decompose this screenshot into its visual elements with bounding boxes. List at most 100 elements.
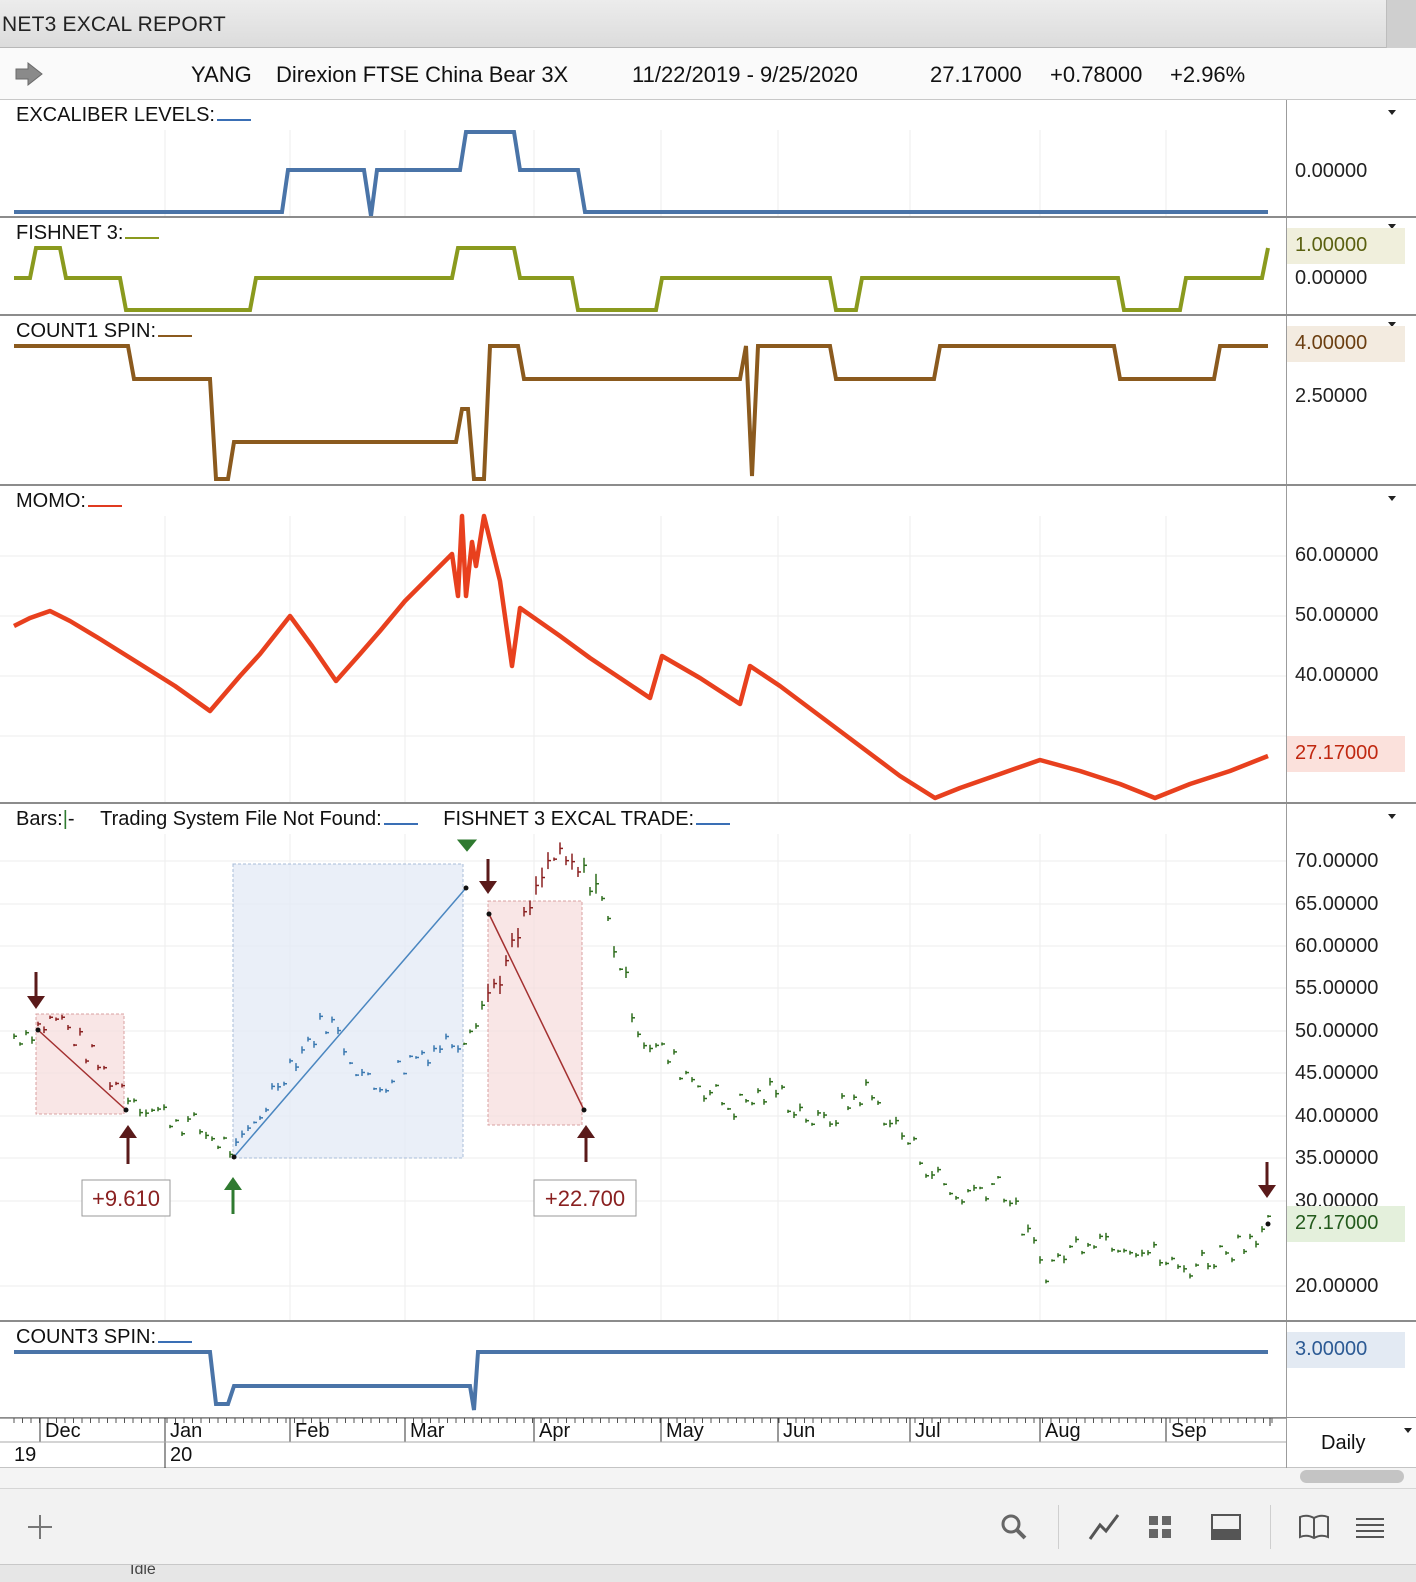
sell-arrow-icon [1258,1162,1276,1198]
count1-scale[interactable]: 4.00000 2.50000 [1286,316,1416,484]
month-label: Sep [1171,1420,1207,1442]
last-price: 27.17000 [930,62,1022,87]
count1-spin-pane[interactable]: COUNT1 SPIN: 4.00000 2.50000 [0,316,1416,486]
excaliber-label: EXCALIBER LEVELS: [16,104,251,127]
scale-tick: 60.00000 [1295,544,1379,566]
fishnet-line [14,246,1270,312]
momo-plot [0,513,1286,802]
month-label: Jul [915,1420,941,1442]
horizontal-scrollbar[interactable] [0,1468,1416,1488]
sell-arrow-icon [27,972,45,1009]
count1-plot [14,344,1268,481]
momo-line [12,513,1269,801]
window-edge [1386,0,1416,48]
trade-line-long [233,887,467,1158]
pane-menu-icon[interactable] [1388,224,1396,229]
sell-arrow-icon [479,859,497,894]
scale-tick: 40.00000 [1295,664,1379,686]
buy-arrow-icon [224,1177,242,1214]
forward-arrow-icon[interactable] [14,62,44,86]
period-label: Daily [1321,1432,1366,1454]
excaliber-line [14,130,1268,216]
scale-tick: 35.00000 [1295,1147,1379,1169]
pane-menu-icon[interactable] [1388,814,1396,819]
fishnet-pane[interactable]: FISHNET 3: 1.00000 0.00000 [0,218,1416,316]
trade-dot [231,1154,237,1160]
cover-arrow-icon [577,1125,595,1162]
trade-dot [123,1107,129,1113]
scale-tick: 55.00000 [1295,977,1379,999]
line-chart-icon[interactable] [1084,1507,1124,1547]
fishnet-value-tag: 1.00000 [1287,228,1405,264]
period-selector[interactable]: Daily [1286,1418,1416,1468]
pane-menu-icon[interactable] [1388,322,1396,327]
add-icon[interactable] [20,1507,60,1547]
symbol-ticker: YANG [191,62,252,87]
scale-tick: 40.00000 [1295,1105,1379,1127]
status-bar: Idle [0,1564,1416,1582]
count3-line [14,1350,1268,1411]
year-label: 20 [170,1444,193,1466]
period-dropdown-icon[interactable] [1404,1428,1412,1433]
count3-spin-pane[interactable]: COUNT3 SPIN: 3.00000 [0,1322,1416,1418]
month-label: Aug [1045,1420,1081,1442]
price-bar-group [13,842,1271,1284]
scale-tick: 0.00000 [1295,267,1368,289]
excaliber-plot [14,130,1268,216]
scale-tick: 20.00000 [1295,1275,1379,1297]
scale-tick: 0.00000 [1295,160,1368,182]
month-label: Dec [45,1420,81,1442]
scale-tick: 45.00000 [1295,1062,1379,1084]
panel-icon[interactable] [1206,1507,1246,1547]
momo-label: MOMO: [16,490,122,513]
count3-plot [14,1350,1268,1411]
profit-label-1: +9.610 [92,1186,160,1211]
profit-label-2: +22.700 [545,1186,625,1211]
scrollbar-thumb[interactable] [1300,1470,1404,1483]
fishnet-plot [14,246,1270,312]
grid-icon[interactable] [1140,1507,1180,1547]
axis-ticks [0,1418,1286,1468]
book-icon[interactable] [1294,1507,1334,1547]
price-change: +0.78000 [1050,62,1143,87]
scale-tick: 60.00000 [1295,935,1379,957]
excaliber-scale[interactable]: 0.00000 [1286,100,1416,216]
window-title: NET3 EXCAL REPORT [2,13,226,36]
symbol-name: Direxion FTSE China Bear 3X [276,62,569,87]
year-label: 19 [14,1444,37,1466]
scale-tick: 65.00000 [1295,893,1379,915]
time-axis[interactable]: Dec Jan Feb Mar Apr May Jun Jul Aug Sep … [0,1418,1416,1468]
date-range: 11/22/2019 - 9/25/2020 [632,62,858,87]
momo-pane[interactable]: MOMO: 60.00000 50.00000 40.00000 27.1700… [0,486,1416,804]
count3-scale[interactable]: 3.00000 [1286,1322,1416,1417]
month-label: Apr [539,1420,571,1442]
toolbar-separator [1270,1505,1271,1549]
month-label: Feb [295,1420,330,1442]
trade-line-1 [37,1029,127,1111]
month-label: Jan [170,1420,203,1442]
trade-dot [35,1027,41,1033]
trade-dot [581,1107,587,1113]
trade-dot [486,911,492,917]
menu-icon[interactable] [1350,1507,1390,1547]
excaliber-levels-pane[interactable]: EXCALIBER LEVELS: 0.00000 [0,100,1416,218]
status-text: Idle [130,1564,156,1578]
pane-menu-icon[interactable] [1388,496,1396,501]
pane-menu-icon[interactable] [1388,110,1396,115]
momo-scale[interactable]: 60.00000 50.00000 40.00000 27.17000 [1286,486,1416,802]
scale-tick: 2.50000 [1295,385,1368,407]
bottom-toolbar [0,1488,1416,1564]
count1-label: COUNT1 SPIN: [16,320,193,343]
price-value-tag: 27.17000 [1287,1206,1405,1242]
count1-line [14,344,1268,481]
symbol-info-bar: YANG Direxion FTSE China Bear 3X 11/22/2… [0,48,1416,100]
search-icon[interactable] [994,1507,1034,1547]
trade-box-long [232,863,464,1159]
price-plot: +9.610 +22.700 [0,834,1286,1320]
price-bars-pane[interactable]: +9.610 +22.700 Bars:|- Trading System Fi… [0,804,1416,1322]
toolbar-separator [1058,1505,1059,1549]
fishnet-scale[interactable]: 1.00000 0.00000 [1286,218,1416,314]
count1-value-tag: 4.00000 [1287,326,1405,362]
price-scale[interactable]: 70.00000 65.00000 60.00000 55.00000 50.0… [1286,804,1416,1320]
month-label: Mar [410,1420,445,1442]
